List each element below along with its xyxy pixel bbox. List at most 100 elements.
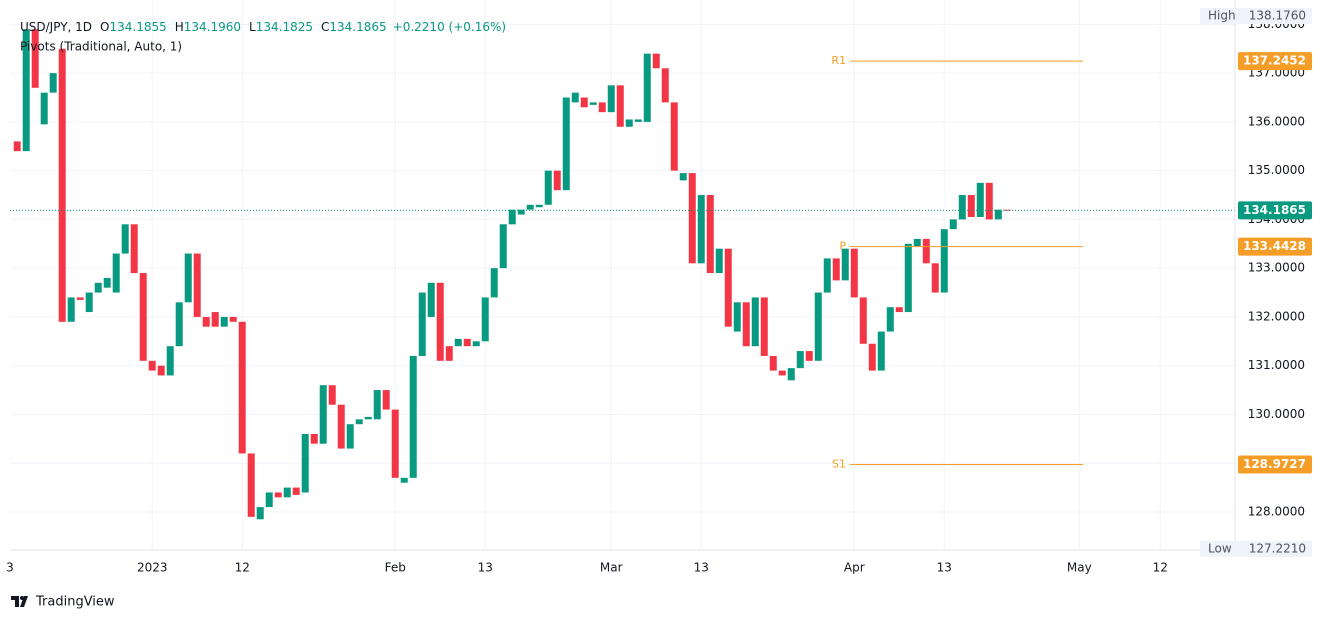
ohlc-value: 134.1960 xyxy=(184,20,241,34)
candle-body xyxy=(760,297,768,356)
candle-body xyxy=(49,73,57,93)
pivot-name: R1 xyxy=(831,54,846,67)
candle-body xyxy=(103,277,111,288)
candle-body xyxy=(436,282,444,361)
candle-body xyxy=(274,492,282,498)
x-tick-label: 13 xyxy=(694,561,709,575)
ohlc-value: 134.1865 xyxy=(329,20,386,34)
candle-body xyxy=(211,312,219,327)
candle-body xyxy=(229,316,237,322)
change: +0.2210 (+0.16%) xyxy=(393,20,506,34)
high-value: 138.1760 xyxy=(1249,9,1306,23)
ohlc-key: C xyxy=(321,20,329,34)
candle-body xyxy=(787,368,795,381)
candle-body xyxy=(283,487,291,498)
ohlc-key: H xyxy=(175,20,184,34)
x-tick-label: 3 xyxy=(6,561,14,575)
low-box xyxy=(1200,541,1312,557)
x-tick-label: May xyxy=(1067,561,1092,575)
candle-body xyxy=(247,453,255,517)
pivot-price-label: 128.9727 xyxy=(1243,457,1306,471)
candle-body xyxy=(481,297,489,342)
candle-body xyxy=(166,346,174,376)
ohlc: O134.1855 H134.1960 L134.1825 C134.1865 xyxy=(100,20,387,34)
candle-body xyxy=(202,316,210,327)
y-tick-label: 130.0000 xyxy=(1248,407,1305,421)
ohlc-key: L xyxy=(249,20,256,34)
candle-body xyxy=(22,29,30,152)
candle-body xyxy=(364,416,372,420)
candle-body xyxy=(562,97,570,191)
candle-body xyxy=(346,424,354,449)
candle-body xyxy=(121,224,129,254)
candle-body xyxy=(796,351,804,369)
candle-body xyxy=(319,385,327,444)
candle-body xyxy=(328,385,336,405)
candle-body xyxy=(94,282,102,293)
brand: TradingView xyxy=(35,595,115,610)
candle-body xyxy=(886,307,894,332)
candle-body xyxy=(544,170,552,205)
candle-body xyxy=(679,173,687,181)
candle-body xyxy=(868,343,876,371)
candle-body xyxy=(571,92,579,103)
x-tick-label: Apr xyxy=(844,561,865,575)
plot: R1 P S1 xyxy=(10,29,1235,520)
ohlc-key: O xyxy=(100,20,109,34)
low-value: 127.2210 xyxy=(1249,542,1306,556)
candle-body xyxy=(157,365,165,376)
candle-body xyxy=(823,258,831,293)
symbol: USD/JPY, 1D xyxy=(20,20,92,34)
candle-body xyxy=(733,302,741,332)
header: USD/JPY, 1D O134.1855 H134.1960 L134.1825 C1… xyxy=(20,20,506,34)
candle-body xyxy=(391,409,399,478)
candle-body xyxy=(148,360,156,371)
y-tick-label: 135.0000 xyxy=(1248,163,1305,177)
grid xyxy=(10,0,1235,550)
candle-body xyxy=(850,248,858,298)
candle-body xyxy=(877,331,885,371)
candle-body xyxy=(706,195,714,274)
y-tick-label: 128.0000 xyxy=(1248,504,1305,518)
candle-body xyxy=(355,419,363,425)
x-tick-label: 13 xyxy=(478,561,493,575)
candle-body xyxy=(985,182,993,220)
indicator: Pivots (Traditional, Auto, 1) xyxy=(20,40,182,54)
candle-body xyxy=(67,297,75,322)
x-tick-label: 2023 xyxy=(137,561,168,575)
pivot-price-box xyxy=(1238,455,1312,474)
candle-body xyxy=(616,85,624,127)
candle-body xyxy=(949,219,957,230)
candle-body xyxy=(373,390,381,420)
logo-dot xyxy=(20,596,24,600)
candle-body xyxy=(337,404,345,449)
brand-logo xyxy=(11,596,28,607)
candle-body xyxy=(652,53,660,69)
y-tick-label: 131.0000 xyxy=(1248,358,1305,372)
y-tick-label: 136.0000 xyxy=(1248,114,1305,128)
candle-body xyxy=(409,355,417,478)
candle-body xyxy=(175,302,183,347)
candle-body xyxy=(508,209,516,225)
candle-body xyxy=(769,355,777,371)
candle-body xyxy=(634,119,642,122)
candle-body xyxy=(463,338,471,347)
y-tick-label: 132.0000 xyxy=(1248,309,1305,323)
candle-body xyxy=(13,141,21,152)
candle-body xyxy=(31,29,39,88)
last-price-box xyxy=(1238,201,1312,220)
candle-body xyxy=(580,97,588,108)
candle-body xyxy=(805,351,813,361)
candle-body xyxy=(895,307,903,313)
candle-body xyxy=(517,209,525,215)
candle-body xyxy=(742,302,750,347)
candle-body xyxy=(841,248,849,281)
candle-body xyxy=(184,253,192,303)
candle-body xyxy=(913,238,921,247)
candle-body xyxy=(661,68,669,103)
candle-body xyxy=(265,492,273,508)
low-name: Low xyxy=(1208,542,1232,556)
